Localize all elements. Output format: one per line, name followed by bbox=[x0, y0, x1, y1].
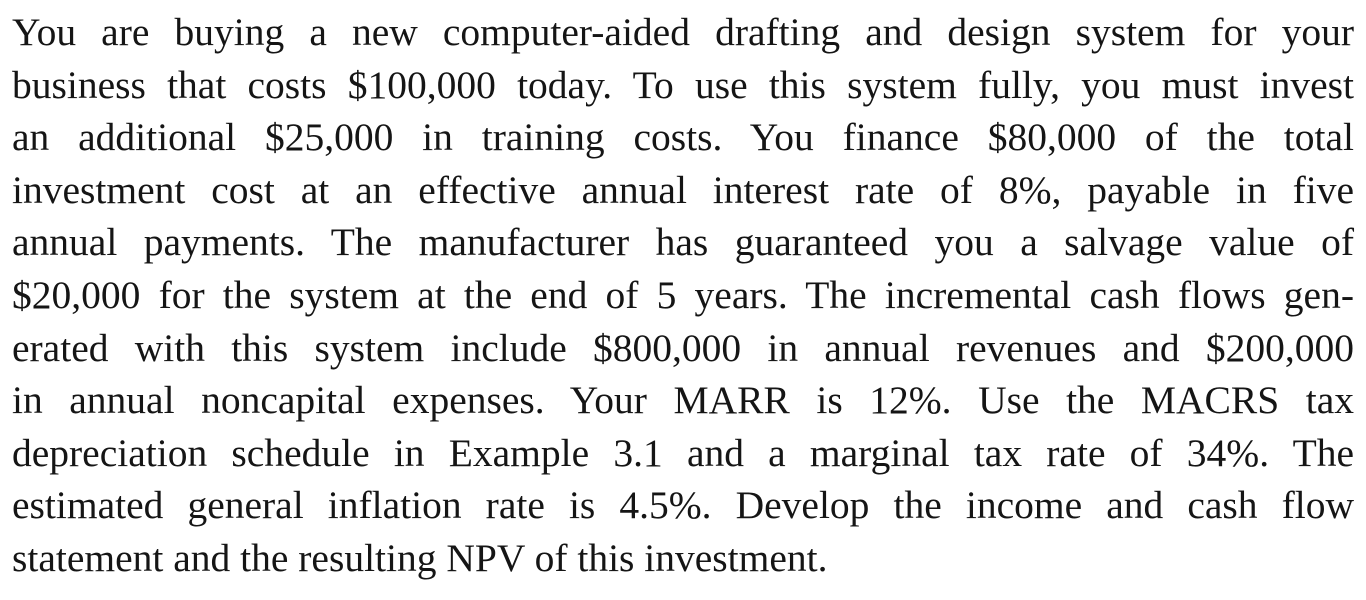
text-line: investment cost at an effective annual i… bbox=[12, 167, 1354, 212]
text-line: in annual noncapital expenses. Your MARR… bbox=[12, 378, 1354, 423]
text-line: annual payments. The manufacturer has gu… bbox=[12, 220, 1354, 265]
text-line: You are buying a new computer-aided draf… bbox=[12, 10, 1354, 54]
text-line: erated with this system include $800,000… bbox=[12, 325, 1354, 370]
text-line: statement and the resulting NPV of this … bbox=[12, 535, 828, 580]
text-line: estimated general inflation rate is 4.5%… bbox=[12, 483, 1354, 528]
text-line: $20,000 for the system at the end of 5 y… bbox=[12, 272, 1354, 317]
text-line: an additional $25,000 in training costs.… bbox=[12, 115, 1354, 160]
problem-paragraph: You are buying a new computer-aided draf… bbox=[12, 6, 1354, 585]
text-line: business that costs $100,000 today. To u… bbox=[12, 62, 1354, 107]
text-line: depreciation schedule in Example 3.1 and… bbox=[12, 430, 1354, 475]
